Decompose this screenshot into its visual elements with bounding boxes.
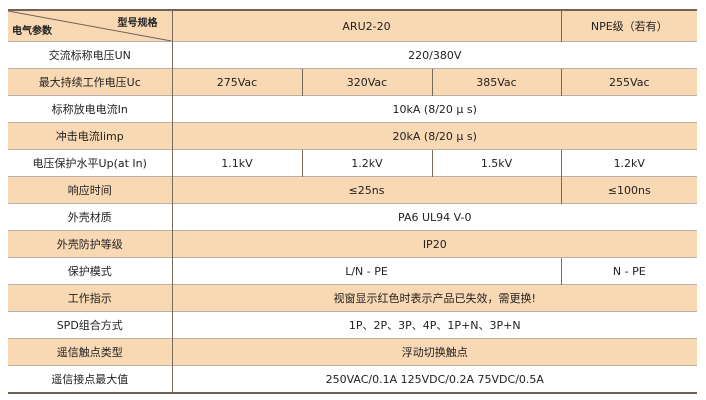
row-value: 1.5kV (431, 149, 562, 177)
row-npe-value: ≤100ns (560, 176, 698, 204)
table-row: 响应时间 ≤25ns ≤100ns (8, 176, 698, 204)
table-row: 遥信触点类型 浮动切换触点 (8, 338, 698, 366)
row-label: 电压保护水平Up(at In) (8, 149, 172, 177)
table-row: 外壳材质 PA6 UL94 V-0 (8, 203, 698, 231)
model-header: ARU2-20 (171, 9, 562, 42)
table-row: 冲击电流Iimp 20kA (8/20 μ s) (8, 122, 698, 150)
table-row: 保护模式 L/N - PE N - PE (8, 257, 698, 285)
table-row: 标称放电电流In 10kA (8/20 μ s) (8, 95, 698, 123)
electrical-params-label: 电气参数 (12, 26, 52, 37)
row-value: 320Vac (301, 68, 432, 96)
row-label: 保护模式 (8, 257, 172, 285)
model-spec-label: 型号规格 (117, 18, 158, 29)
row-value: 20kA (8/20 μ s) (171, 122, 698, 150)
row-label: 遥信接点最大值 (8, 365, 172, 394)
row-value: 10kA (8/20 μ s) (171, 95, 698, 123)
row-label: SPD组合方式 (8, 311, 172, 339)
corner-cell: 型号规格 电气参数 (8, 9, 172, 42)
row-value: 1.2kV (301, 149, 432, 177)
row-value: L/N - PE (171, 257, 562, 285)
row-label: 最大持续工作电压Uc (8, 68, 172, 96)
diagonal-line (8, 11, 172, 41)
table-row: 电压保护水平Up(at In) 1.1kV 1.2kV 1.5kV 1.2kV (8, 149, 698, 177)
row-value: 1.1kV (171, 149, 302, 177)
table-row: 工作指示 视窗显示红色时表示产品已失效，需更换! (8, 284, 698, 312)
row-value: ≤25ns (171, 176, 562, 204)
row-value: PA6 UL94 V-0 (171, 203, 698, 231)
row-value: 255Vac (560, 68, 698, 96)
npe-header: NPE级（若有） (560, 9, 698, 42)
header-row: 型号规格 电气参数 ARU2-20 NPE级（若有） (8, 9, 698, 42)
row-value: 1P、2P、3P、4P、1P+N、3P+N (171, 311, 698, 339)
row-label: 工作指示 (8, 284, 172, 312)
row-value: 385Vac (431, 68, 562, 96)
row-label: 外壳防护等级 (8, 230, 172, 258)
spec-table: 型号规格 电气参数 ARU2-20 NPE级（若有） 交流标称电压UN 220/3… (8, 9, 698, 394)
row-label: 遥信触点类型 (8, 338, 172, 366)
table-row: 最大持续工作电压Uc 275Vac 320Vac 385Vac 255Vac (8, 68, 698, 96)
table-row: 外壳防护等级 IP20 (8, 230, 698, 258)
table-row: 交流标称电压UN 220/380V (8, 41, 698, 69)
row-value: IP20 (171, 230, 698, 258)
row-value: 视窗显示红色时表示产品已失效，需更换! (171, 284, 698, 312)
row-label: 交流标称电压UN (8, 41, 172, 69)
row-label: 响应时间 (8, 176, 172, 204)
row-value: 250VAC/0.1A 125VDC/0.2A 75VDC/0.5A (171, 365, 698, 394)
row-npe-value: N - PE (560, 257, 698, 285)
row-label: 外壳材质 (8, 203, 172, 231)
table-row: 遥信接点最大值 250VAC/0.1A 125VDC/0.2A 75VDC/0.5… (8, 365, 698, 394)
row-value: 220/380V (171, 41, 698, 69)
row-value: 浮动切换触点 (171, 338, 698, 366)
row-label: 冲击电流Iimp (8, 122, 172, 150)
row-label: 标称放电电流In (8, 95, 172, 123)
table-row: SPD组合方式 1P、2P、3P、4P、1P+N、3P+N (8, 311, 698, 339)
row-value: 1.2kV (560, 149, 698, 177)
row-value: 275Vac (171, 68, 302, 96)
